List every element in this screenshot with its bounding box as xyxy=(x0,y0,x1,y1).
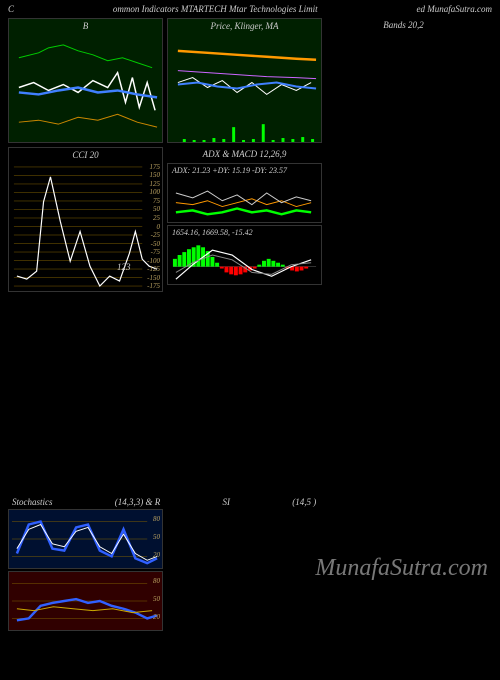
panel-bands-title: Bands 20,2 xyxy=(326,18,481,32)
panel-price: Price, Klinger, MA xyxy=(167,18,322,143)
panel-adx-title: ADX & MACD 12,26,9 xyxy=(167,147,322,161)
cci-ytick: 100 xyxy=(150,188,161,196)
panel-cci: CCI 20 1751501251007550250-25-50-75-100-… xyxy=(8,147,163,292)
chart-row-1: B Price, Klinger, MA Bands 20,2 xyxy=(0,18,500,143)
stoch-ytick: 50 xyxy=(153,595,160,603)
panel-cci-title: CCI 20 xyxy=(9,148,162,162)
cci-ytick: -150 xyxy=(147,274,160,282)
header-right: ed MunafaSutra.com xyxy=(417,4,493,14)
header-center: ommon Indicators MTARTECH Mtar Technolog… xyxy=(113,4,318,14)
panel-bands: Bands 20,2 xyxy=(326,18,481,143)
stoch-title-row: Stochastics (14,3,3) & R SI (14,5 ) xyxy=(8,495,492,509)
cci-ytick: 0 xyxy=(157,223,161,231)
cci-ytick: -125 xyxy=(147,265,160,273)
stoch-ytick: 20 xyxy=(153,551,160,559)
panel-b: B xyxy=(8,18,163,143)
stoch-label: Stochastics xyxy=(12,497,53,507)
cci-ytick: -100 xyxy=(147,257,160,265)
watermark: MunafaSutra.com xyxy=(315,555,488,582)
cci-ytick: 50 xyxy=(153,205,160,213)
adx-values: ADX: 21.23 +DY: 15.19 -DY: 23.57 xyxy=(172,166,287,175)
stoch-params2: (14,5 ) xyxy=(292,497,316,507)
panel-adx-macd-stack: ADX & MACD 12,26,9 ADX: 21.23 +DY: 15.19… xyxy=(167,147,322,292)
chart-row-2: CCI 20 1751501251007550250-25-50-75-100-… xyxy=(0,147,500,292)
cci-ytick: -50 xyxy=(151,240,160,248)
cci-value-label: 123 xyxy=(117,262,131,272)
stoch-ytick: 80 xyxy=(153,515,160,523)
panel-stoch-top: 80 50 20 xyxy=(8,509,163,569)
page-header: C ommon Indicators MTARTECH Mtar Technol… xyxy=(0,0,500,18)
cci-ytick: -25 xyxy=(151,231,160,239)
cci-ytick: 125 xyxy=(150,180,161,188)
stoch-ytick: 80 xyxy=(153,577,160,585)
stoch-ytick: 50 xyxy=(153,533,160,541)
cci-ytick: 175 xyxy=(150,163,161,171)
panel-macd: 1654.16, 1669.58, -15.42 xyxy=(167,225,322,285)
cci-ytick: 75 xyxy=(153,197,160,205)
header-left: C xyxy=(8,4,14,14)
cci-ytick: 150 xyxy=(150,171,161,179)
macd-values: 1654.16, 1669.58, -15.42 xyxy=(172,228,253,237)
stoch-params: (14,3,3) & R xyxy=(115,497,161,507)
panel-price-title: Price, Klinger, MA xyxy=(168,19,321,33)
panel-b-title: B xyxy=(9,19,162,33)
panel-stoch-bottom: 80 50 20 xyxy=(8,571,163,631)
cci-ytick: -75 xyxy=(151,248,160,256)
cci-ytick: 25 xyxy=(153,214,160,222)
cci-ytick: -175 xyxy=(147,282,160,290)
panel-adx: ADX: 21.23 +DY: 15.19 -DY: 23.57 xyxy=(167,163,322,223)
stoch-si: SI xyxy=(223,497,231,507)
stoch-ytick: 20 xyxy=(153,613,160,621)
